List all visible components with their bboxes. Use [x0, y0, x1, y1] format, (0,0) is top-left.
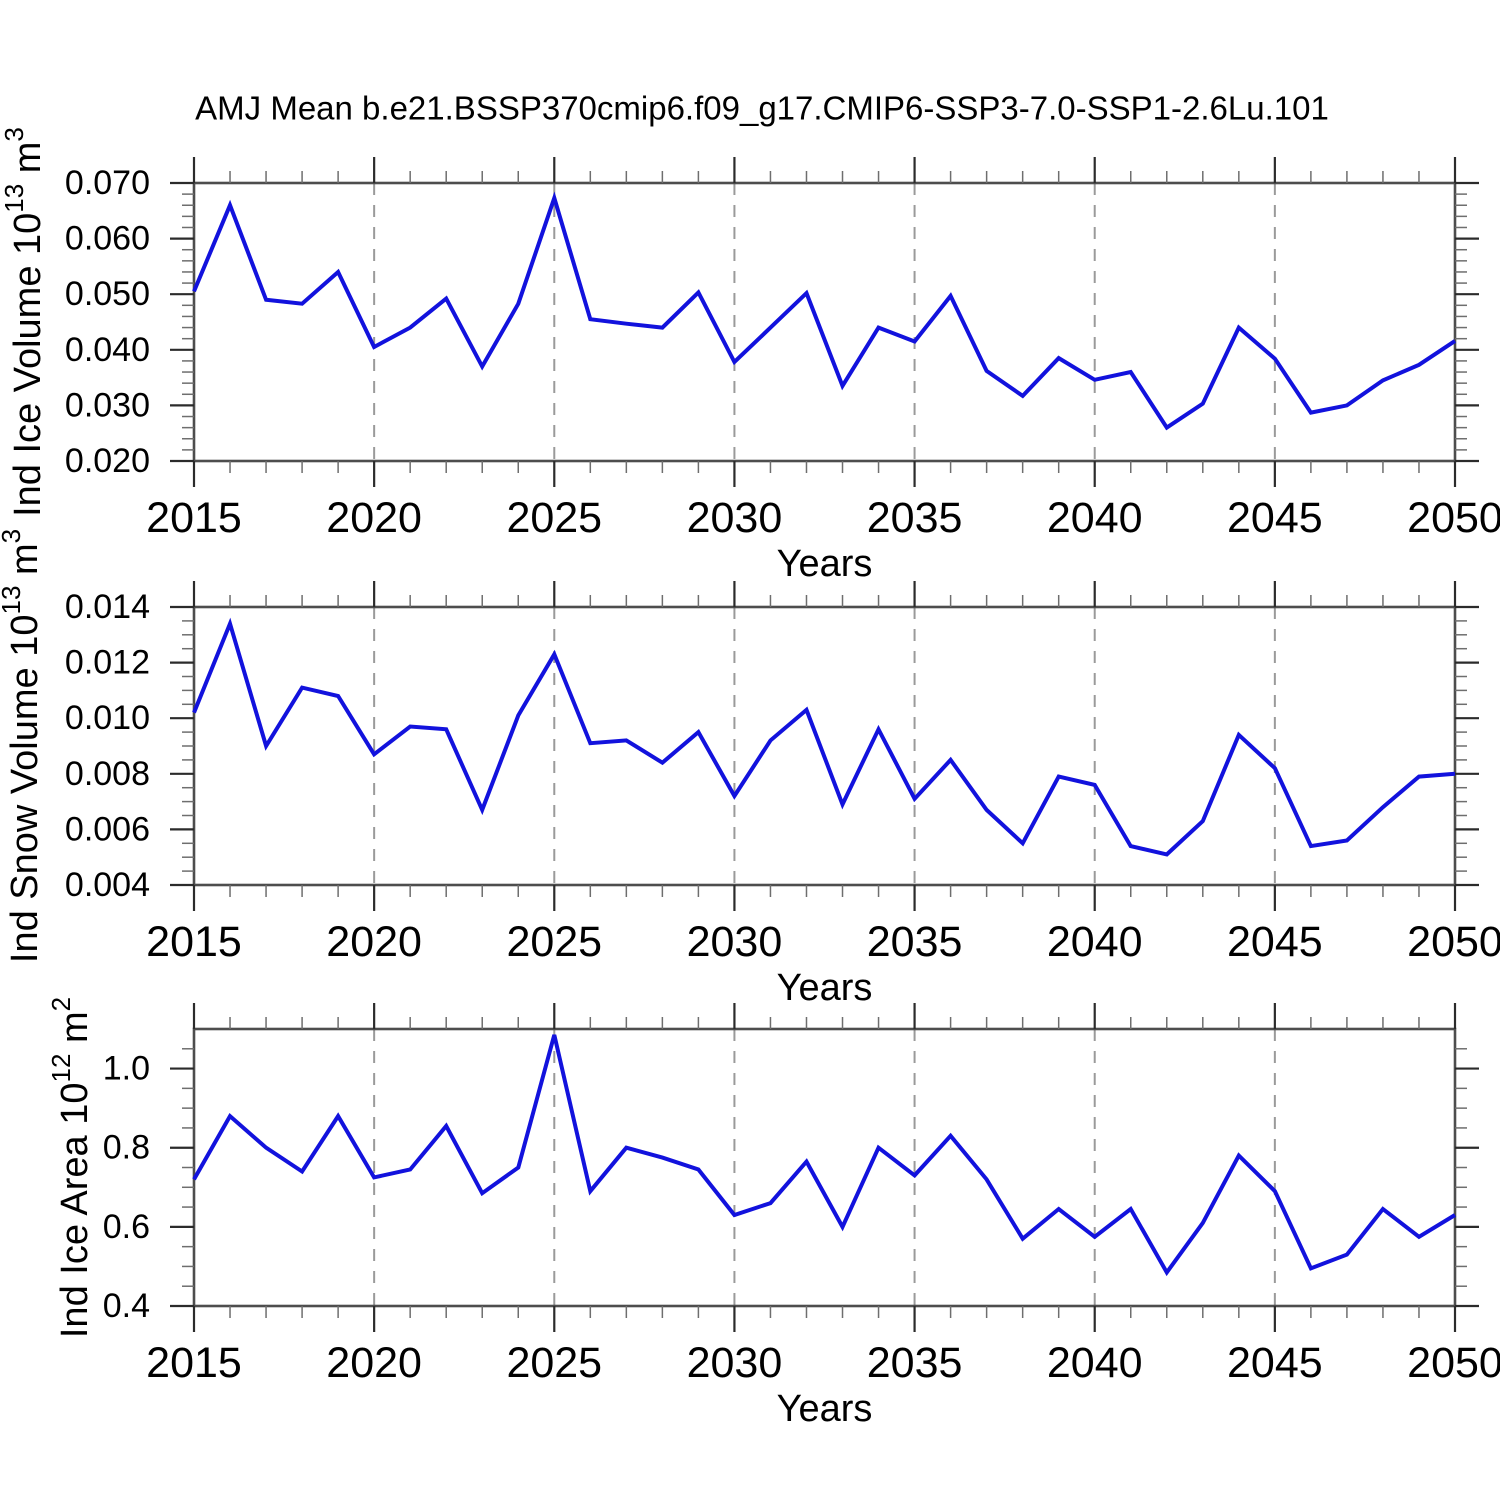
y-tick-label: 0.006	[65, 810, 150, 848]
y-ticks	[170, 605, 1479, 887]
y-tick-label: 0.060	[65, 220, 150, 258]
y-tick-label: 0.008	[65, 755, 150, 793]
y-axis-title: Ind Ice Volume 1013​ m3​	[0, 127, 49, 517]
y-tick-label: 0.040	[65, 331, 150, 369]
plot-frame	[192, 181, 1457, 463]
grid-lines	[373, 1029, 1276, 1306]
x-tick-label: 2035	[867, 918, 963, 966]
y-tick-label: 0.020	[65, 442, 150, 480]
x-tick-label: 2045	[1227, 1339, 1323, 1387]
y-ticks	[170, 181, 1479, 463]
x-tick-label: 2015	[146, 918, 242, 966]
x-tick-label: 2050	[1407, 918, 1500, 966]
y-axis-title: Ind Snow Volume 1013​ m3​	[0, 529, 46, 963]
x-tick-label: 2030	[687, 1339, 783, 1387]
grid-lines	[373, 607, 1276, 885]
x-tick-label: 2020	[326, 1339, 422, 1387]
x-ticks	[192, 581, 1457, 911]
y-tick-label: 0.050	[65, 275, 150, 313]
x-ticks	[192, 1003, 1457, 1332]
x-tick-label: 2040	[1047, 494, 1143, 542]
panel-ice-volume: 0.020 0.030 0.040 0.050 0.060 0.070 2015 2020 20…	[0, 127, 1500, 585]
panel-ice-area: 0.4 0.6 0.8 1.0 2015 2020 2025 2030 2035 2040 2045…	[46, 997, 1500, 1430]
y-tick-label: 0.070	[65, 164, 150, 202]
x-tick-label: 2025	[506, 1339, 602, 1387]
y-tick-label: 0.010	[65, 699, 150, 737]
x-tick-label: 2040	[1047, 918, 1143, 966]
chart-title: AMJ Mean b.e21.BSSP370cmip6.f09_g17.CMIP…	[195, 90, 1329, 127]
chart-panels: 0.020 0.030 0.040 0.050 0.060 0.070 2015 2020 20…	[0, 127, 1500, 1430]
x-tick-label: 2020	[326, 494, 422, 542]
y-tick-label: 0.8	[103, 1129, 150, 1167]
y-ticks	[170, 1048, 1479, 1308]
y-tick-label: 0.030	[65, 386, 150, 424]
x-axis-title: Years	[777, 967, 873, 1009]
x-tick-label: 2015	[146, 1339, 242, 1387]
x-axis-title: Years	[777, 543, 873, 585]
data-line	[192, 1034, 1457, 1277]
plot-frame	[192, 1027, 1457, 1308]
x-tick-label: 2025	[506, 918, 602, 966]
panel-snow-volume: 0.004 0.006 0.008 0.010 0.012 0.014 2015 2020 20…	[0, 529, 1500, 1009]
x-tick-label: 2025	[506, 494, 602, 542]
x-tick-label: 2030	[687, 918, 783, 966]
x-tick-label: 2050	[1407, 494, 1500, 542]
y-tick-label: 0.6	[103, 1208, 150, 1246]
x-tick-label: 2035	[867, 494, 963, 542]
y-tick-label: 0.012	[65, 644, 150, 682]
x-tick-label: 2040	[1047, 1339, 1143, 1387]
y-tick-label: 0.4	[103, 1287, 150, 1325]
y-tick-label: 0.014	[65, 588, 150, 626]
y-tick-label: 0.004	[65, 866, 150, 904]
x-tick-label: 2050	[1407, 1339, 1500, 1387]
x-tick-label: 2045	[1227, 494, 1323, 542]
y-tick-label: 1.0	[103, 1050, 150, 1088]
y-axis-title: Ind Ice Area 1012​ m2​	[46, 997, 96, 1338]
x-tick-label: 2030	[687, 494, 783, 542]
x-axis-title: Years	[777, 1388, 873, 1430]
grid-lines	[373, 183, 1276, 461]
data-line	[192, 191, 1457, 431]
x-tick-label: 2015	[146, 494, 242, 542]
x-ticks	[192, 157, 1457, 487]
data-line	[192, 617, 1456, 857]
x-tick-label: 2045	[1227, 918, 1323, 966]
x-tick-label: 2020	[326, 918, 422, 966]
x-tick-label: 2035	[867, 1339, 963, 1387]
